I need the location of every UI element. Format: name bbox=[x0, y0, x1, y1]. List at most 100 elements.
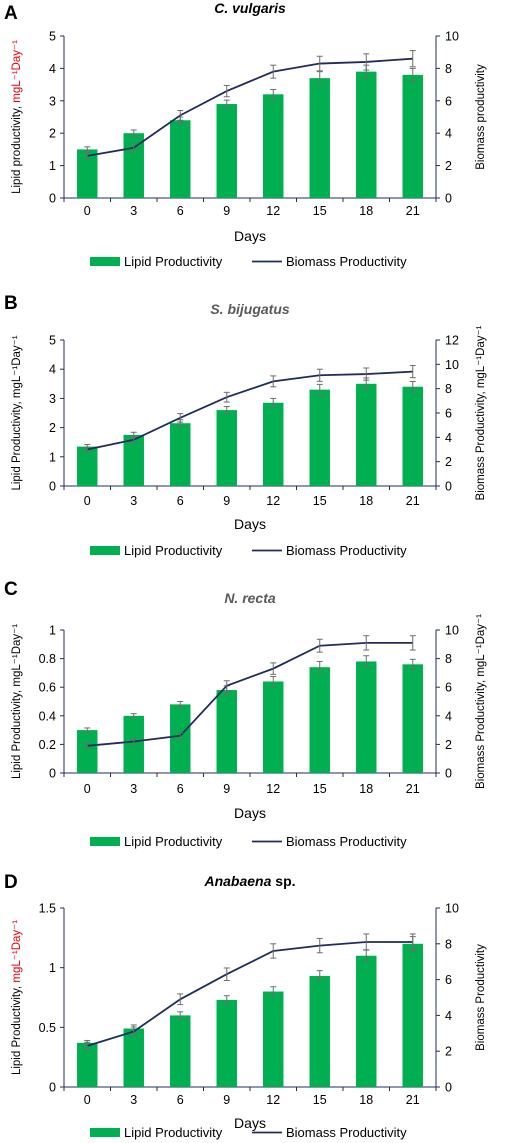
bar-error-bar bbox=[223, 995, 230, 1005]
x-tick-label: 6 bbox=[177, 494, 184, 508]
legend: Lipid Productivity Biomass Productivity bbox=[90, 543, 407, 558]
x-tick-label: 9 bbox=[223, 1093, 230, 1107]
x-tick-label: 12 bbox=[266, 1093, 280, 1107]
biomass-line bbox=[86, 941, 413, 1047]
line-error-bar bbox=[316, 368, 323, 382]
left-tick-label: 0 bbox=[49, 192, 56, 206]
bar-error-bar bbox=[177, 701, 184, 708]
left-tick-label: 3 bbox=[49, 392, 56, 406]
panel-letter: B bbox=[4, 293, 18, 314]
bar bbox=[263, 94, 284, 198]
line-error-bar bbox=[223, 391, 230, 403]
left-tick-label: 0.2 bbox=[39, 738, 56, 752]
x-axis-label: Days bbox=[234, 805, 266, 821]
x-tick-label: 12 bbox=[266, 204, 280, 218]
legend-label-lipid: Lipid Productivity bbox=[124, 834, 223, 849]
bar-error-bar bbox=[130, 129, 137, 137]
right-tick-label: 8 bbox=[445, 652, 452, 666]
left-tick-label: 4 bbox=[49, 62, 56, 76]
line-error-bar bbox=[177, 993, 184, 1006]
bar bbox=[170, 423, 191, 486]
left-tick-label: 0.8 bbox=[39, 652, 56, 666]
bar-error-bar bbox=[409, 658, 416, 670]
x-tick-label: 18 bbox=[359, 494, 373, 508]
bar-error-bar bbox=[316, 383, 323, 396]
legend-label-biomass: Biomass Productivity bbox=[286, 1125, 407, 1140]
right-tick-label: 8 bbox=[445, 382, 452, 396]
left-tick-label: 0 bbox=[49, 1081, 56, 1095]
left-tick-label: 0 bbox=[49, 480, 56, 494]
bar bbox=[170, 1015, 191, 1087]
line-error-bar bbox=[409, 933, 416, 951]
x-tick-label: 21 bbox=[406, 204, 420, 218]
bar-error-bar bbox=[84, 146, 91, 153]
bar bbox=[123, 434, 144, 486]
left-tick-label: 0.6 bbox=[39, 681, 56, 695]
bar-error-bar bbox=[409, 380, 416, 393]
bar-error-bar bbox=[270, 675, 277, 687]
legend-label-lipid: Lipid Productivity bbox=[124, 543, 223, 558]
bar-error-bar bbox=[316, 970, 323, 982]
right-tick-label: 0 bbox=[445, 480, 452, 494]
line-error-bar bbox=[409, 365, 416, 379]
x-tick-label: 15 bbox=[313, 1093, 327, 1107]
chart-title: Anabaena sp. bbox=[203, 873, 295, 889]
legend-label-biomass: Biomass Productivity bbox=[286, 254, 407, 269]
right-tick-label: 6 bbox=[445, 681, 452, 695]
bar-error-bar bbox=[409, 67, 416, 82]
bar bbox=[170, 120, 191, 198]
left-tick-label: 4 bbox=[49, 363, 56, 377]
bar bbox=[402, 74, 423, 198]
line-error-bar bbox=[363, 367, 370, 381]
x-tick-label: 18 bbox=[359, 782, 373, 796]
line-error-bar bbox=[177, 732, 184, 740]
bar-error-bar bbox=[270, 986, 277, 997]
bar bbox=[216, 104, 237, 198]
left-axis-label: Lipid Productivity, mgL⁻¹Day⁻¹ bbox=[11, 920, 23, 1075]
right-tick-label: 6 bbox=[445, 407, 452, 421]
line-error-bar bbox=[270, 64, 277, 79]
x-tick-label: 21 bbox=[406, 782, 420, 796]
bar-error-bar bbox=[84, 727, 91, 733]
right-tick-label: 4 bbox=[445, 431, 452, 445]
bar bbox=[77, 730, 98, 773]
right-tick-label: 8 bbox=[445, 62, 452, 76]
x-tick-label: 0 bbox=[84, 782, 91, 796]
line-error-bar bbox=[223, 967, 230, 981]
bar-error-bar bbox=[177, 1011, 184, 1020]
x-tick-label: 3 bbox=[130, 782, 137, 796]
x-tick-label: 21 bbox=[406, 1093, 420, 1107]
bar bbox=[77, 1042, 98, 1087]
right-tick-label: 4 bbox=[445, 709, 452, 723]
biomass-line bbox=[87, 370, 413, 451]
legend-swatch-bar bbox=[90, 837, 120, 846]
panel-letter: C bbox=[4, 579, 18, 600]
left-tick-label: 1.5 bbox=[39, 902, 56, 916]
left-tick-label: 1 bbox=[49, 961, 56, 975]
line-error-bar bbox=[316, 937, 323, 954]
legend: Lipid Productivity Biomass Productivity bbox=[90, 834, 407, 849]
bar bbox=[356, 955, 377, 1087]
legend-label-biomass: Biomass Productivity bbox=[286, 543, 407, 558]
bar bbox=[356, 71, 377, 198]
right-axis-label: Biomass Productivity bbox=[475, 944, 487, 1051]
bar bbox=[309, 78, 330, 198]
left-tick-label: 0.5 bbox=[39, 1021, 56, 1035]
line-error-bar bbox=[270, 943, 277, 959]
line-error-bar bbox=[130, 143, 137, 153]
bar bbox=[402, 943, 423, 1087]
right-tick-label: 2 bbox=[445, 1045, 452, 1059]
left-tick-label: 1 bbox=[49, 450, 56, 464]
left-axis-label: Lipid Productivity, mgL⁻¹Day⁻¹ bbox=[11, 335, 23, 490]
x-tick-label: 12 bbox=[266, 782, 280, 796]
x-tick-label: 18 bbox=[359, 1093, 373, 1107]
chart-panel-d: D Anabaena sp. 0 0.5 1 1.5 0 2 4 6 8 10 0 3 6 9 12 15 18 21… bbox=[4, 872, 487, 1140]
legend-label-lipid: Lipid Productivity bbox=[124, 254, 223, 269]
bar bbox=[263, 681, 284, 773]
right-tick-label: 10 bbox=[445, 624, 459, 638]
x-tick-label: 3 bbox=[130, 204, 137, 218]
x-tick-label: 9 bbox=[223, 204, 230, 218]
line-error-bar bbox=[84, 743, 91, 749]
